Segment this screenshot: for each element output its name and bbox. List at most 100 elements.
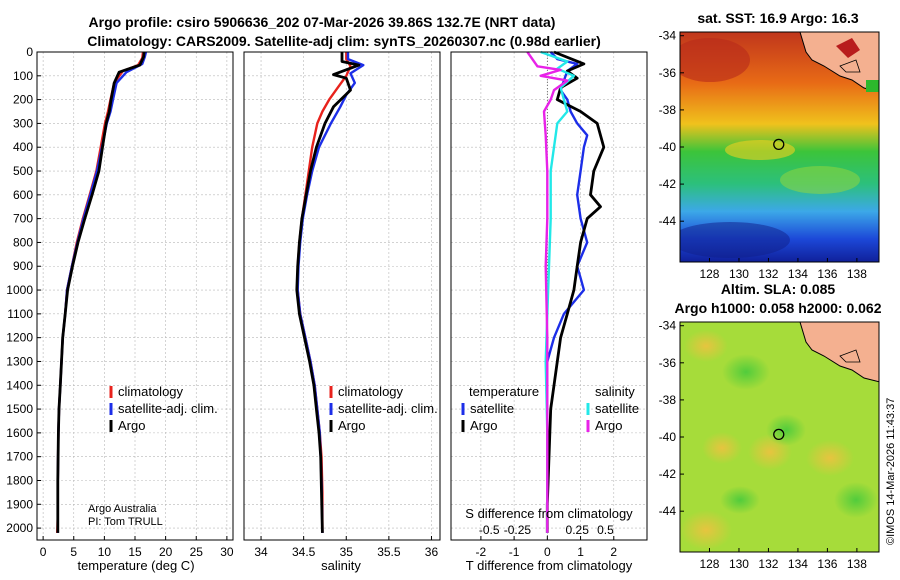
- figure-title-line2: Climatology: CARS2009. Satellite-adj cli…: [87, 33, 601, 49]
- series-line-temperature-satellite: [546, 51, 589, 533]
- x-tick-label: 34: [254, 545, 268, 559]
- sst-front-patch: [725, 140, 795, 160]
- figure-title-line1: Argo profile: csiro 5906636_202 07-Mar-2…: [89, 14, 556, 30]
- series-line-salinity-argo: [526, 51, 569, 533]
- legend-salinity-heading: salinity: [595, 384, 635, 399]
- legend-temperature-heading: temperature: [469, 384, 539, 399]
- map-y-tick-label: -44: [659, 214, 677, 228]
- x-tick-label: 15: [128, 545, 142, 559]
- sst-map-title: sat. SST: 16.9 Argo: 16.3: [697, 10, 859, 26]
- difference-xlabel: T difference from climatology: [466, 558, 633, 573]
- map-x-tick-label: 136: [817, 557, 837, 571]
- salinity-legend: climatology satellite-adj. clim. Argo: [329, 384, 438, 433]
- sla-high-patch: [684, 330, 728, 362]
- sla-map-axes: 128 130 132 134 136 138 -34 -36 -38 -40 -42 -44: [659, 319, 868, 571]
- map-x-tick-label: 132: [758, 267, 778, 281]
- map-y-tick-label: -34: [659, 319, 677, 333]
- credit-line1: Argo Australia: [88, 503, 157, 515]
- x-tick-label: 20: [159, 545, 173, 559]
- y-tick-label: 300: [13, 116, 33, 130]
- credit-line2: PI: Tom TRULL: [88, 516, 163, 528]
- s-tick-label: -0.5: [479, 523, 500, 537]
- y-tick-label: 400: [13, 140, 33, 154]
- y-tick-label: 600: [13, 188, 33, 202]
- y-tick-label: 800: [13, 235, 33, 249]
- map-y-tick-label: -36: [659, 356, 677, 370]
- sst-front-patch: [780, 166, 860, 194]
- s-tick-label: 0.5: [597, 523, 614, 537]
- sla-map-subtitle: Argo h1000: 0.058 h2000: 0.062: [674, 300, 881, 316]
- sla-low-patch: [722, 354, 770, 390]
- legend-climatology-label: climatology: [338, 384, 404, 399]
- sst-warm-patch: [680, 38, 750, 82]
- map-y-tick-label: -38: [659, 393, 677, 407]
- map-x-tick-label: 138: [847, 267, 867, 281]
- map-y-tick-label: -40: [659, 430, 677, 444]
- y-tick-label: 700: [13, 212, 33, 226]
- temperature-panel: 0 5 10 15 20 25 300100200300400500600700800900…: [6, 45, 234, 559]
- land-inset: [836, 38, 860, 58]
- y-tick-label: 1600: [6, 426, 33, 440]
- series-line-argo: [295, 52, 361, 533]
- sst-map: sat. SST: 16.9 Argo: 16.3 128 130 132 134 13…: [659, 10, 880, 281]
- x-tick-label: 0: [40, 545, 47, 559]
- series-line-argo: [56, 51, 146, 533]
- y-tick-label: 1800: [6, 473, 33, 487]
- sst-map-axes: 128 130 132 134 136 138 -34 -36 -38 -40 -42 -44: [659, 29, 868, 281]
- map-x-tick-label: 134: [788, 557, 808, 571]
- y-tick-label: 500: [13, 164, 33, 178]
- kangaroo-island: [839, 349, 861, 363]
- y-tick-label: 2000: [6, 521, 33, 535]
- map-y-tick-label: -42: [659, 177, 677, 191]
- sla-high-patch: [702, 432, 742, 464]
- legend-climatology-label: climatology: [118, 384, 184, 399]
- x-tick-label: -1: [509, 545, 520, 559]
- y-tick-label: 200: [13, 93, 33, 107]
- argo-float-marker: [773, 428, 785, 441]
- legend-t-argo-label: Argo: [470, 418, 497, 433]
- map-y-tick-label: -38: [659, 103, 677, 117]
- map-y-tick-label: -44: [659, 504, 677, 518]
- legend-satellite-label: satellite-adj. clim.: [118, 401, 218, 416]
- x-tick-label: 35.5: [377, 545, 401, 559]
- map-x-tick-label: 128: [699, 557, 719, 571]
- map-y-tick-label: -34: [659, 29, 677, 43]
- map-y-tick-label: -40: [659, 140, 677, 154]
- legend-argo-label: Argo: [338, 418, 365, 433]
- y-tick-label: 1300: [6, 354, 33, 368]
- map-y-tick-label: -42: [659, 467, 677, 481]
- y-tick-label: 1200: [6, 331, 33, 345]
- map-x-tick-label: 130: [729, 267, 749, 281]
- legend-s-satellite-label: satellite: [595, 401, 639, 416]
- x-tick-label: 1: [577, 545, 584, 559]
- x-tick-label: 35: [340, 545, 354, 559]
- map-x-tick-label: 132: [758, 557, 778, 571]
- x-tick-label: 30: [220, 545, 234, 559]
- map-y-tick-label: -36: [659, 66, 677, 80]
- y-tick-label: 1900: [6, 497, 33, 511]
- sla-map-title: Altim. SLA: 0.085: [721, 281, 836, 297]
- sst-cold-patch: [680, 222, 790, 258]
- kangaroo-island: [839, 59, 861, 73]
- temperature-legend: climatology satellite-adj. clim. Argo: [109, 384, 218, 433]
- australia-coast: [799, 322, 879, 383]
- argo-float-marker: [773, 138, 785, 151]
- map-x-tick-label: 130: [729, 557, 749, 571]
- difference-legend: temperature satellite Argo salinity sate…: [461, 384, 639, 433]
- x-tick-label: 0: [544, 545, 551, 559]
- sla-map: Altim. SLA: 0.085 Argo h1000: 0.058 h200…: [659, 281, 882, 571]
- legend-t-satellite-label: satellite: [470, 401, 514, 416]
- difference-panel: -2 -1 0 1 2 -0.5 -0.25 0.25 0.5: [450, 50, 648, 559]
- y-tick-label: 1000: [6, 283, 33, 297]
- salinity-xlabel: salinity: [321, 558, 361, 573]
- series-line-satellite-adj-clim-: [296, 52, 365, 533]
- x-tick-label: 36: [425, 545, 439, 559]
- land-inset: [866, 80, 879, 92]
- australia-coast: [799, 32, 879, 93]
- map-x-tick-label: 128: [699, 267, 719, 281]
- x-tick-label: 34.5: [292, 545, 316, 559]
- y-tick-label: 0: [26, 45, 33, 59]
- axes-frame: [450, 51, 648, 541]
- sla-high-patch: [806, 440, 854, 476]
